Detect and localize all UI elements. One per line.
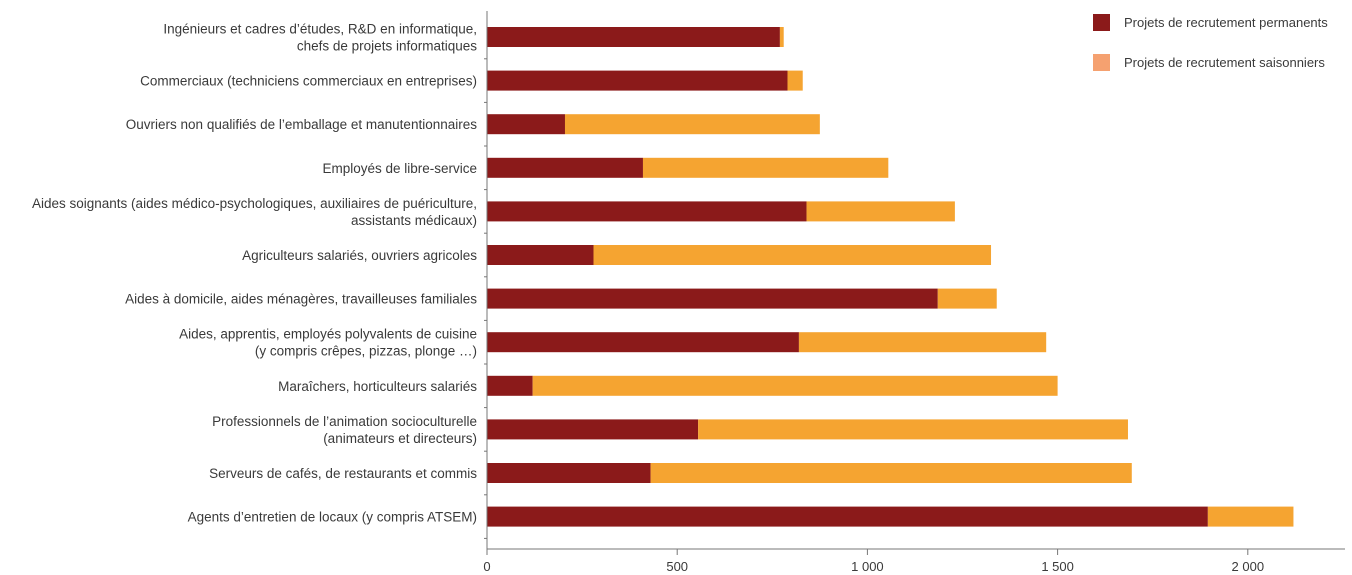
legend-label-permanents: Projets de recrutement permanents <box>1124 15 1328 30</box>
category-label: assistants médicaux) <box>351 213 477 228</box>
bar-saisonniers-10 <box>650 463 1132 483</box>
category-label: Ingénieurs et cadres d’études, R&D en in… <box>163 22 477 37</box>
legend-swatch-permanents <box>1093 14 1110 31</box>
category-label: chefs de projets informatiques <box>297 39 477 54</box>
bar-saisonniers-5 <box>593 245 992 265</box>
legend: Projets de recrutement permanents Projets… <box>1093 14 1328 71</box>
x-tick-label: 2 000 <box>1232 559 1265 574</box>
bar-saisonniers-2 <box>564 114 820 135</box>
x-tick-label: 1 000 <box>851 559 884 574</box>
bar-saisonniers-4 <box>806 201 955 222</box>
category-label: Professionnels de l’animation sociocultu… <box>212 414 477 429</box>
x-tick-label: 0 <box>483 559 490 574</box>
bar-permanents-0 <box>487 27 780 47</box>
bar-saisonniers-1 <box>787 70 803 91</box>
bar-permanents-5 <box>487 245 594 265</box>
bar-permanents-8 <box>487 375 533 396</box>
bar-permanents-7 <box>487 332 799 353</box>
bar-saisonniers-6 <box>937 288 997 309</box>
category-label: (animateurs et directeurs) <box>323 431 477 446</box>
x-tick-label: 1 500 <box>1041 559 1074 574</box>
category-label: Aides à domicile, aides ménagères, trava… <box>125 292 477 307</box>
bar-permanents-11 <box>487 506 1208 527</box>
category-label: Ouvriers non qualifiés de l’emballage et… <box>126 117 477 132</box>
bar-saisonniers-9 <box>698 419 1128 440</box>
category-label: Aides soignants (aides médico-psychologi… <box>32 196 477 211</box>
bar-saisonniers-3 <box>642 157 889 178</box>
category-label: (y compris crêpes, pizzas, plonge …) <box>255 344 477 359</box>
bar-permanents-2 <box>487 114 565 135</box>
legend-label-saisonniers: Projets de recrutement saisonniers <box>1124 55 1325 70</box>
bar-permanents-6 <box>487 288 938 309</box>
bar-permanents-9 <box>487 419 699 440</box>
bar-permanents-4 <box>487 201 807 222</box>
axes-group: 0 500 1 000 1 500 2 000 <box>483 11 1345 574</box>
category-labels: Ingénieurs et cadres d’études, R&D en in… <box>32 22 477 525</box>
bar-permanents-3 <box>487 157 643 178</box>
bar-saisonniers-7 <box>798 332 1047 353</box>
category-label: Maraîchers, horticulteurs salariés <box>278 379 477 394</box>
category-label: Employés de libre-service <box>322 161 477 176</box>
category-label: Commerciaux (techniciens commerciaux en … <box>140 74 477 89</box>
category-label: Aides, apprentis, employés polyvalents d… <box>179 327 477 342</box>
category-label: Serveurs de cafés, de restaurants et com… <box>209 466 477 481</box>
bars-group <box>487 27 1294 527</box>
bar-saisonniers-0 <box>779 27 784 47</box>
x-tick-label: 500 <box>666 559 688 574</box>
bar-saisonniers-11 <box>1207 506 1294 527</box>
bar-saisonniers-8 <box>532 375 1058 396</box>
category-label: Agriculteurs salariés, ouvriers agricole… <box>242 248 477 263</box>
category-label: Agents d’entretien de locaux (y compris … <box>188 510 477 525</box>
bar-permanents-1 <box>487 70 788 91</box>
bar-permanents-10 <box>487 463 651 483</box>
legend-swatch-saisonniers <box>1093 54 1110 71</box>
